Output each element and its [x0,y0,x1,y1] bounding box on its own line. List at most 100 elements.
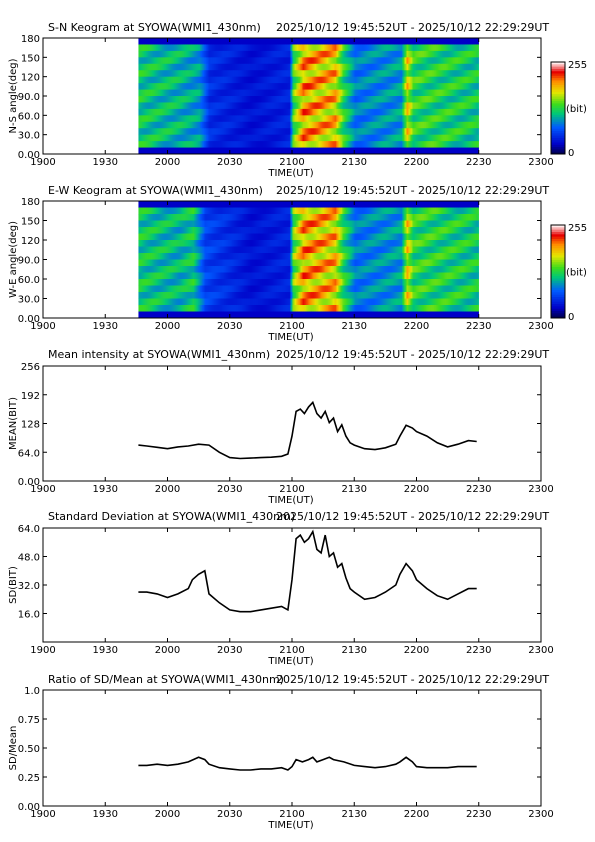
keogram-cell [346,115,349,123]
keogram-cell [362,115,365,123]
keogram-cell [174,298,177,306]
keogram-cell [156,147,159,155]
keogram-cell [170,253,173,260]
x-tick-label: 2200 [404,157,429,168]
keogram-cell [188,89,191,97]
keogram-cell [312,96,315,103]
keogram-cell [328,305,331,312]
keogram-cell [206,246,209,254]
keogram-cell [300,50,303,58]
keogram-cell [200,220,203,228]
keogram-cell [280,76,283,84]
keogram-cell [206,134,209,142]
keogram-cell [252,253,255,260]
keogram-cell [274,259,277,267]
keogram-cell [354,108,357,116]
keogram-cell [296,233,299,241]
keogram-cell [186,76,189,84]
keogram-cell [186,207,189,215]
keogram-cell [256,108,259,116]
keogram-cell [240,246,243,254]
keogram-cell [318,134,321,142]
keogram-cell [160,50,163,58]
keogram-cell [446,108,449,116]
keogram-cell [158,292,161,299]
keogram-cell [218,311,221,319]
keogram-cell [424,63,427,71]
keogram-cell [404,128,407,136]
keogram-cell [142,96,145,103]
keogram-cell [238,285,241,293]
keogram-cell [166,121,169,129]
keogram-cell [314,292,317,299]
keogram-cell [142,285,145,293]
keogram-cell [304,266,307,273]
keogram-cell [268,214,271,221]
keogram-cell [464,134,467,142]
keogram-cell [318,121,321,129]
keogram-cell [212,50,215,58]
keogram-cell [144,246,147,254]
keogram-cell [346,50,349,58]
keogram-cell [232,50,235,58]
keogram-cell [140,207,143,215]
keogram-cell [198,227,201,234]
keogram-cell [382,38,385,45]
keogram-cell [326,285,329,293]
keogram-cell [410,128,413,136]
keogram-cell [180,108,183,116]
colorbar-step [551,75,565,79]
keogram-cell [198,96,201,103]
keogram-cell [204,246,207,254]
keogram-cell [284,83,287,91]
keogram-cell [218,201,221,208]
keogram-cell [308,102,311,110]
keogram-cell [340,233,343,241]
keogram-cell [268,83,271,91]
keogram-cell [164,141,167,149]
keogram-cell [432,63,435,71]
keogram-cell [258,298,261,306]
keogram-cell [372,50,375,58]
keogram-cell [278,285,281,293]
keogram-cell [264,279,267,286]
keogram-cell [316,38,319,45]
keogram-cell [168,305,171,312]
keogram-cell [170,272,173,280]
keogram-cell [172,57,175,65]
keogram-cell [270,108,273,116]
keogram-cell [236,311,239,319]
keogram-cell [156,115,159,123]
keogram-cell [278,298,281,306]
keogram-cell [436,115,439,123]
keogram-cell [260,44,263,52]
keogram-cell [288,207,291,215]
keogram-cell [262,285,265,293]
keogram-cell [264,147,267,155]
keogram-cell [422,102,425,110]
keogram-cell [218,233,221,241]
keogram-cell [398,89,401,97]
keogram-cell [206,141,209,149]
keogram-cell [328,147,331,155]
keogram-cell [290,115,293,123]
keogram-cell [310,240,313,247]
keogram-cell [188,147,191,155]
keogram-cell [416,38,419,45]
keogram-cell [144,147,147,155]
keogram-cell [320,96,323,103]
keogram-cell [430,147,433,155]
keogram-cell [140,83,143,91]
keogram-cell [458,63,461,71]
keogram-cell [160,115,163,123]
keogram-cell [144,89,147,97]
keogram-cell [416,96,419,103]
keogram-cell [194,214,197,221]
keogram-cell [364,115,367,123]
keogram-cell [424,96,427,103]
keogram-cell [278,292,281,299]
keogram-cell [398,38,401,45]
keogram-cell [302,220,305,228]
keogram-cell [394,38,397,45]
keogram-cell [234,102,237,110]
